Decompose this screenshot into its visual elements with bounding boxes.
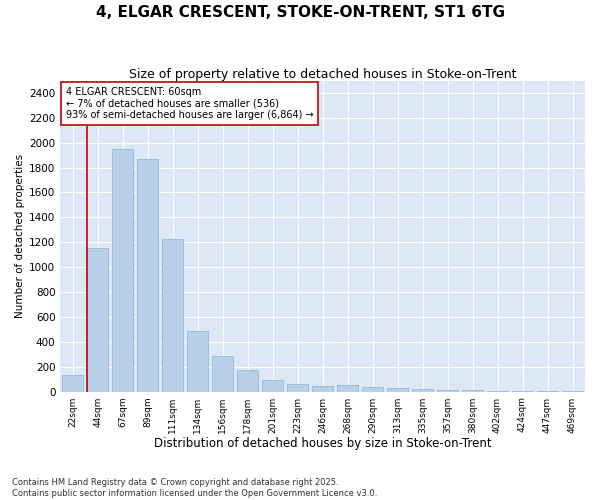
Bar (87, 248, 109, 392)
Bar (437, 390, 458, 392)
Bar (562, 391, 583, 392)
Bar (462, 390, 483, 392)
Bar (162, 238, 184, 392)
Bar (237, 370, 258, 392)
Bar (287, 384, 308, 392)
Bar (337, 386, 358, 392)
Y-axis label: Number of detached properties: Number of detached properties (15, 154, 25, 318)
Bar (487, 391, 508, 392)
Text: 4, ELGAR CRESCENT, STOKE-ON-TRENT, ST1 6TG: 4, ELGAR CRESCENT, STOKE-ON-TRENT, ST1 6… (95, 5, 505, 20)
Text: Contains HM Land Registry data © Crown copyright and database right 2025.
Contai: Contains HM Land Registry data © Crown c… (12, 478, 377, 498)
Bar (312, 386, 333, 392)
Bar (412, 390, 433, 392)
Title: Size of property relative to detached houses in Stoke-on-Trent: Size of property relative to detached ho… (129, 68, 517, 80)
Bar (187, 330, 208, 392)
Bar (212, 356, 233, 392)
Bar (512, 391, 533, 392)
Bar (62, 376, 83, 392)
Bar (387, 388, 408, 392)
Bar (362, 387, 383, 392)
Bar (137, 159, 158, 392)
Bar (112, 149, 133, 392)
Text: 4 ELGAR CRESCENT: 60sqm
← 7% of detached houses are smaller (536)
93% of semi-de: 4 ELGAR CRESCENT: 60sqm ← 7% of detached… (65, 86, 313, 120)
Bar (262, 380, 283, 392)
X-axis label: Distribution of detached houses by size in Stoke-on-Trent: Distribution of detached houses by size … (154, 437, 491, 450)
